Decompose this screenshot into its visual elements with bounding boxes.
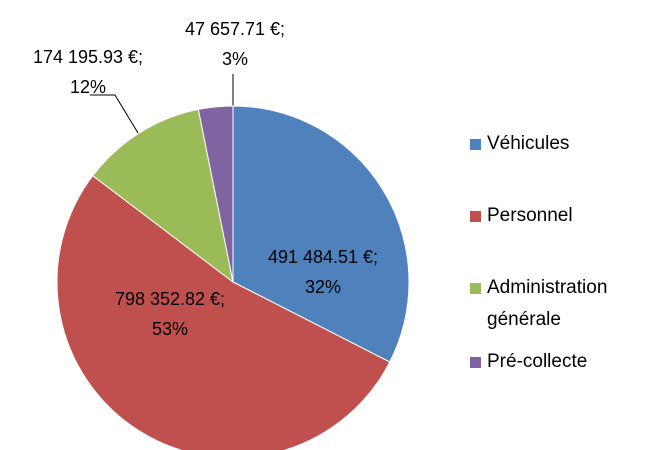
legend-swatch — [470, 139, 481, 150]
pie-slice — [56, 174, 391, 450]
legend-label: Administration générale — [487, 277, 608, 330]
pie-slice — [92, 108, 234, 284]
data-label: 47 657.71 €; — [185, 19, 285, 39]
data-label-percent: 3% — [222, 49, 248, 69]
pie-slice — [232, 105, 410, 363]
legend-swatch — [470, 283, 481, 294]
legend-item: Personnel — [470, 200, 660, 232]
legend-swatch — [470, 357, 481, 368]
data-label-percent: 12% — [70, 77, 106, 97]
legend-label: Pré-collecte — [487, 351, 588, 372]
legend-swatch — [470, 211, 481, 222]
data-label: 174 195.93 €; — [33, 47, 143, 67]
data-label: 491 484.51 €; — [268, 247, 378, 267]
legend-item: Administration générale — [470, 272, 660, 336]
legend-item: Pré-collecte — [470, 346, 660, 378]
data-label-percent: 32% — [305, 277, 341, 297]
leader-line — [90, 94, 139, 134]
legend-item: Véhicules — [470, 128, 660, 160]
legend-label: Véhicules — [487, 133, 570, 154]
data-label: 798 352.82 €; — [115, 289, 225, 309]
data-label-percent: 53% — [152, 319, 188, 339]
pie-slice — [197, 105, 234, 283]
legend-label: Personnel — [487, 205, 573, 226]
